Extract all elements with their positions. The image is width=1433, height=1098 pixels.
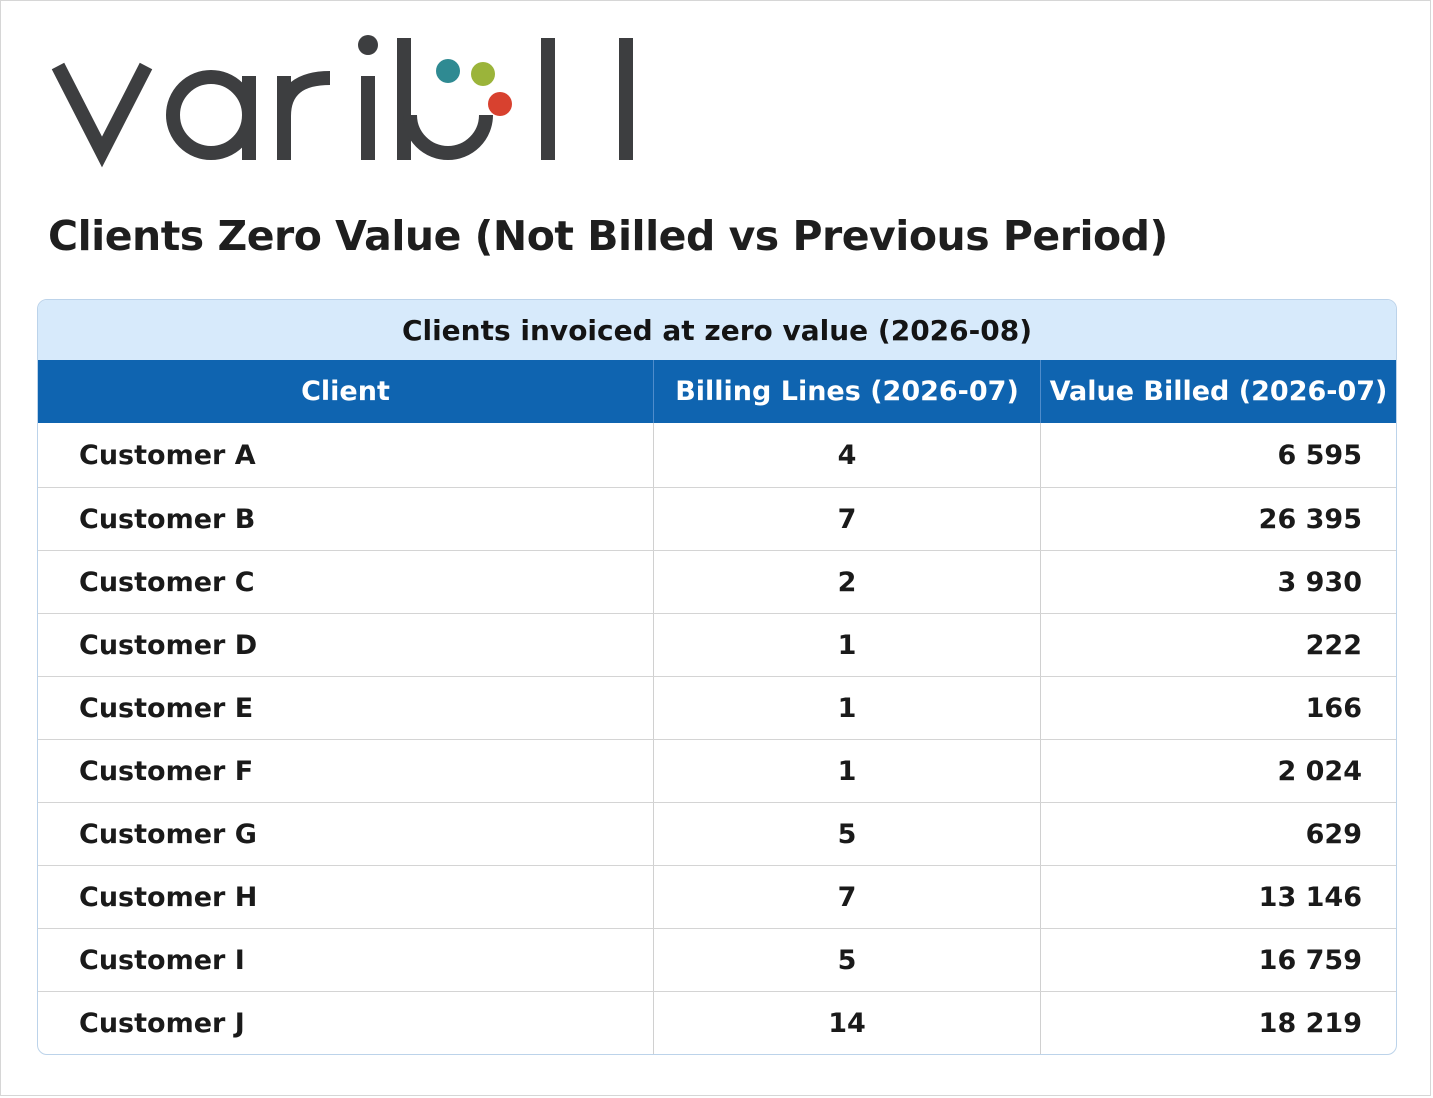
table-header-row: Client Billing Lines (2026-07) Value Bil… (38, 360, 1396, 423)
billing-lines-cell: 1 (653, 677, 1040, 739)
billing-lines-cell: 2 (653, 551, 1040, 613)
table-row[interactable]: Customer D 1 222 (38, 613, 1396, 676)
billing-lines-cell: 5 (653, 929, 1040, 991)
table-row[interactable]: Customer A 4 6 595 (38, 423, 1396, 487)
table-row[interactable]: Customer I 5 16 759 (38, 928, 1396, 991)
value-billed-cell: 222 (1040, 614, 1396, 676)
column-header-client[interactable]: Client (301, 376, 390, 407)
client-cell: Customer E (79, 692, 254, 724)
billing-lines-cell: 14 (653, 992, 1040, 1054)
value-billed-cell: 18 219 (1040, 992, 1396, 1054)
table-row[interactable]: Customer B 7 26 395 (38, 487, 1396, 550)
table-body: Customer A 4 6 595 Customer B 7 26 395 C… (38, 423, 1396, 1054)
client-cell: Customer G (79, 818, 257, 850)
table-row[interactable]: Customer J 14 18 219 (38, 991, 1396, 1054)
table-row[interactable]: Customer C 2 3 930 (38, 550, 1396, 613)
client-cell: Customer B (79, 503, 256, 535)
varibill-logo (51, 35, 633, 168)
billing-lines-cell: 7 (653, 488, 1040, 550)
value-billed-cell: 6 595 (1040, 423, 1396, 487)
value-billed-cell: 3 930 (1040, 551, 1396, 613)
table-row[interactable]: Customer E 1 166 (38, 676, 1396, 739)
billing-lines-cell: 1 (653, 740, 1040, 802)
table-caption: Clients invoiced at zero value (2026-08) (38, 300, 1396, 360)
billing-lines-cell: 7 (653, 866, 1040, 928)
table-row[interactable]: Customer H 7 13 146 (38, 865, 1396, 928)
billing-lines-cell: 1 (653, 614, 1040, 676)
value-billed-cell: 166 (1040, 677, 1396, 739)
zero-value-clients-table: Clients invoiced at zero value (2026-08)… (37, 299, 1397, 1055)
client-cell: Customer H (79, 881, 258, 913)
billing-lines-cell: 4 (653, 423, 1040, 487)
client-cell: Customer J (79, 1007, 245, 1039)
value-billed-cell: 16 759 (1040, 929, 1396, 991)
table-row[interactable]: Customer G 5 629 (38, 802, 1396, 865)
client-cell: Customer A (79, 439, 256, 471)
value-billed-cell: 629 (1040, 803, 1396, 865)
client-cell: Customer F (79, 755, 254, 787)
page-title: Clients Zero Value (Not Billed vs Previo… (48, 212, 1168, 260)
value-billed-cell: 26 395 (1040, 488, 1396, 550)
billing-lines-cell: 5 (653, 803, 1040, 865)
table-row[interactable]: Customer F 1 2 024 (38, 739, 1396, 802)
client-cell: Customer I (79, 944, 245, 976)
column-header-value-billed[interactable]: Value Billed (2026-07) (1040, 360, 1396, 423)
client-cell: Customer D (79, 629, 258, 661)
value-billed-cell: 13 146 (1040, 866, 1396, 928)
client-cell: Customer C (79, 566, 255, 598)
value-billed-cell: 2 024 (1040, 740, 1396, 802)
column-header-billing-lines[interactable]: Billing Lines (2026-07) (653, 360, 1040, 423)
